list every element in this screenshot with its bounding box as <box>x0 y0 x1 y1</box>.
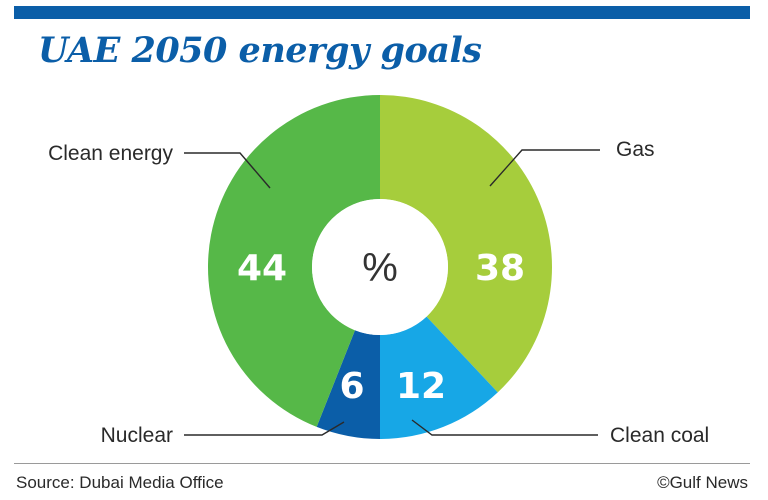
category-label-clean-energy: Clean energy <box>48 142 173 165</box>
leader-line-nuclear <box>184 421 345 436</box>
slice-clean-energy <box>207 95 380 427</box>
slice-gas <box>380 95 552 393</box>
slice-nuclear <box>316 330 380 439</box>
value-label-gas: 38 <box>475 248 525 289</box>
source-note: Source: Dubai Media Office <box>16 473 224 492</box>
value-label-clean-coal: 12 <box>396 366 446 407</box>
leader-line-clean-energy <box>184 152 271 189</box>
category-label-gas: Gas <box>616 138 655 161</box>
category-label-nuclear: Nuclear <box>101 424 173 447</box>
donut-hole <box>312 199 448 335</box>
leader-line-clean-coal <box>411 419 598 436</box>
donut-chart: 38 Gas 12 Clean coal 6 Nuclear 44 Clean energy% <box>48 95 709 447</box>
credit-note: ©Gulf News <box>657 473 748 492</box>
category-label-clean-coal: Clean coal <box>610 424 709 447</box>
leader-line-gas <box>489 149 600 187</box>
footer-divider <box>14 463 750 464</box>
slice-clean-coal <box>380 316 498 439</box>
value-label-clean-energy: 44 <box>237 248 287 289</box>
chart-title: UAE 2050 energy goals <box>38 30 482 71</box>
center-unit-label: % <box>362 246 398 290</box>
value-label-nuclear: 6 <box>339 366 364 407</box>
top-accent-bar <box>14 6 750 19</box>
